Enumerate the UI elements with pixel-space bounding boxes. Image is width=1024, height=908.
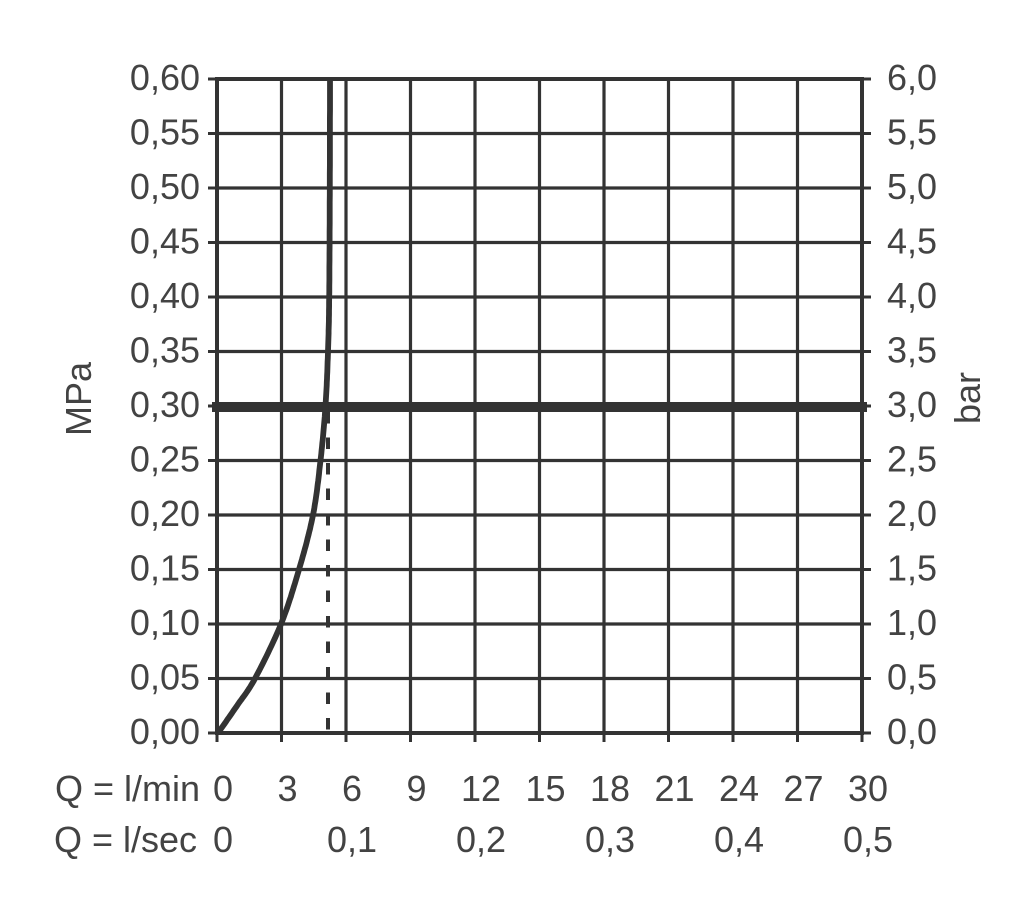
svg-text:MPa: MPa	[58, 361, 99, 436]
svg-text:15: 15	[525, 768, 565, 809]
svg-text:9: 9	[406, 768, 426, 809]
svg-text:0,3: 0,3	[585, 819, 635, 860]
svg-text:2,5: 2,5	[887, 439, 937, 480]
svg-text:0: 0	[213, 768, 233, 809]
svg-text:0,55: 0,55	[130, 112, 200, 153]
svg-text:0,45: 0,45	[130, 221, 200, 262]
svg-text:21: 21	[654, 768, 694, 809]
svg-text:1,5: 1,5	[887, 548, 937, 589]
svg-text:0,10: 0,10	[130, 602, 200, 643]
svg-text:0,30: 0,30	[130, 384, 200, 425]
svg-text:0,15: 0,15	[130, 548, 200, 589]
svg-text:3,5: 3,5	[887, 330, 937, 371]
svg-text:0,0: 0,0	[887, 711, 937, 752]
svg-text:18: 18	[590, 768, 630, 809]
svg-text:0,50: 0,50	[130, 166, 200, 207]
svg-text:2,0: 2,0	[887, 493, 937, 534]
svg-text:0,35: 0,35	[130, 330, 200, 371]
svg-text:0,05: 0,05	[130, 657, 200, 698]
svg-text:0,5: 0,5	[843, 819, 893, 860]
svg-text:6,0: 6,0	[887, 57, 937, 98]
svg-text:0,1: 0,1	[327, 819, 377, 860]
svg-text:4,0: 4,0	[887, 275, 937, 316]
svg-text:24: 24	[719, 768, 759, 809]
svg-text:0,2: 0,2	[456, 819, 506, 860]
svg-text:0,20: 0,20	[130, 493, 200, 534]
svg-text:0,40: 0,40	[130, 275, 200, 316]
svg-text:Q = l/sec: Q = l/sec	[54, 819, 197, 860]
svg-text:0,5: 0,5	[887, 657, 937, 698]
svg-text:0,25: 0,25	[130, 439, 200, 480]
svg-text:27: 27	[783, 768, 823, 809]
svg-text:6: 6	[342, 768, 362, 809]
svg-text:30: 30	[848, 768, 888, 809]
svg-text:bar: bar	[947, 372, 988, 424]
svg-text:0,4: 0,4	[714, 819, 764, 860]
svg-text:3,0: 3,0	[887, 384, 937, 425]
svg-text:1,0: 1,0	[887, 602, 937, 643]
svg-text:12: 12	[461, 768, 501, 809]
svg-text:0,00: 0,00	[130, 711, 200, 752]
svg-text:0: 0	[213, 819, 233, 860]
svg-text:5,5: 5,5	[887, 112, 937, 153]
svg-text:5,0: 5,0	[887, 166, 937, 207]
svg-text:Q = l/min: Q = l/min	[55, 768, 200, 809]
svg-text:0,60: 0,60	[130, 57, 200, 98]
svg-text:3: 3	[277, 768, 297, 809]
svg-text:4,5: 4,5	[887, 221, 937, 262]
